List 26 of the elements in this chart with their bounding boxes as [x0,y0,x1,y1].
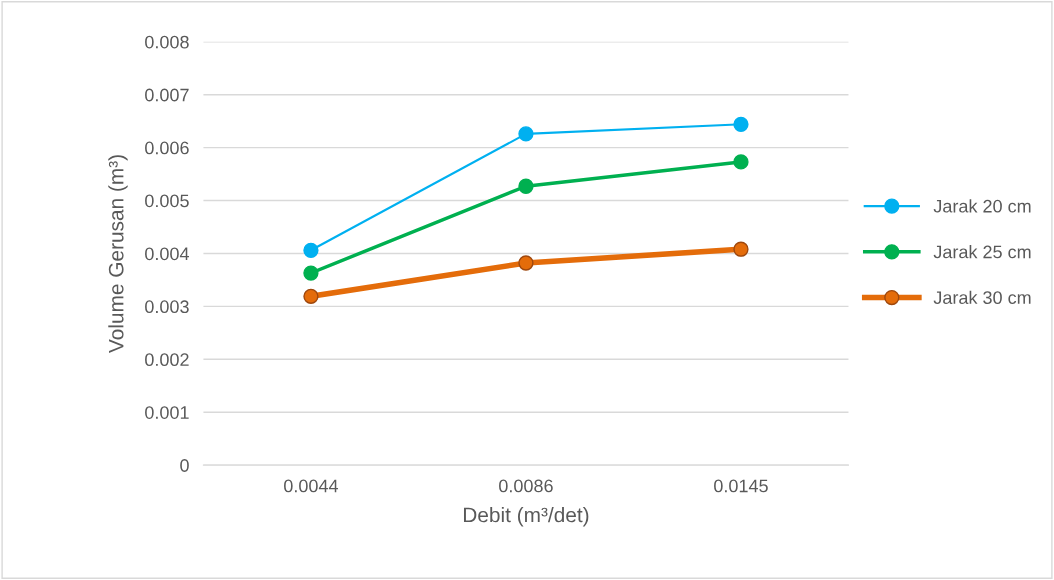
x-tick-label: 0.0086 [499,479,553,493]
y-tick-label: 0.005 [145,194,189,208]
x-tick-label: 0.0145 [714,479,768,493]
point [303,288,319,304]
legend-label: Jarak 25 cm [933,245,1031,259]
y-axis-title: Volume Gerusan (m³) [108,155,128,353]
point [733,116,749,132]
y-tick-label: 0 [180,459,189,472]
point [303,265,319,281]
legend-label: Jarak 30 cm [933,290,1031,305]
y-tick-label: 0.004 [145,247,190,261]
x-tick-label: 0.0044 [284,479,339,493]
y-tick-label: 0.002 [145,353,189,367]
point [518,255,534,271]
y-tick-label: 0.006 [145,141,189,155]
legend-label: Jarak 20 cm [933,199,1031,213]
point [518,178,534,194]
y-tick-label: 0.008 [145,35,189,49]
y-tick-label: 0.007 [145,88,189,102]
y-tick-label: 0.001 [145,406,189,419]
point [303,242,319,258]
point [733,241,749,257]
point [733,154,749,170]
point [518,126,534,142]
x-axis-title: Debit (m³/det) [463,506,589,527]
y-tick-label: 0.003 [145,300,189,314]
